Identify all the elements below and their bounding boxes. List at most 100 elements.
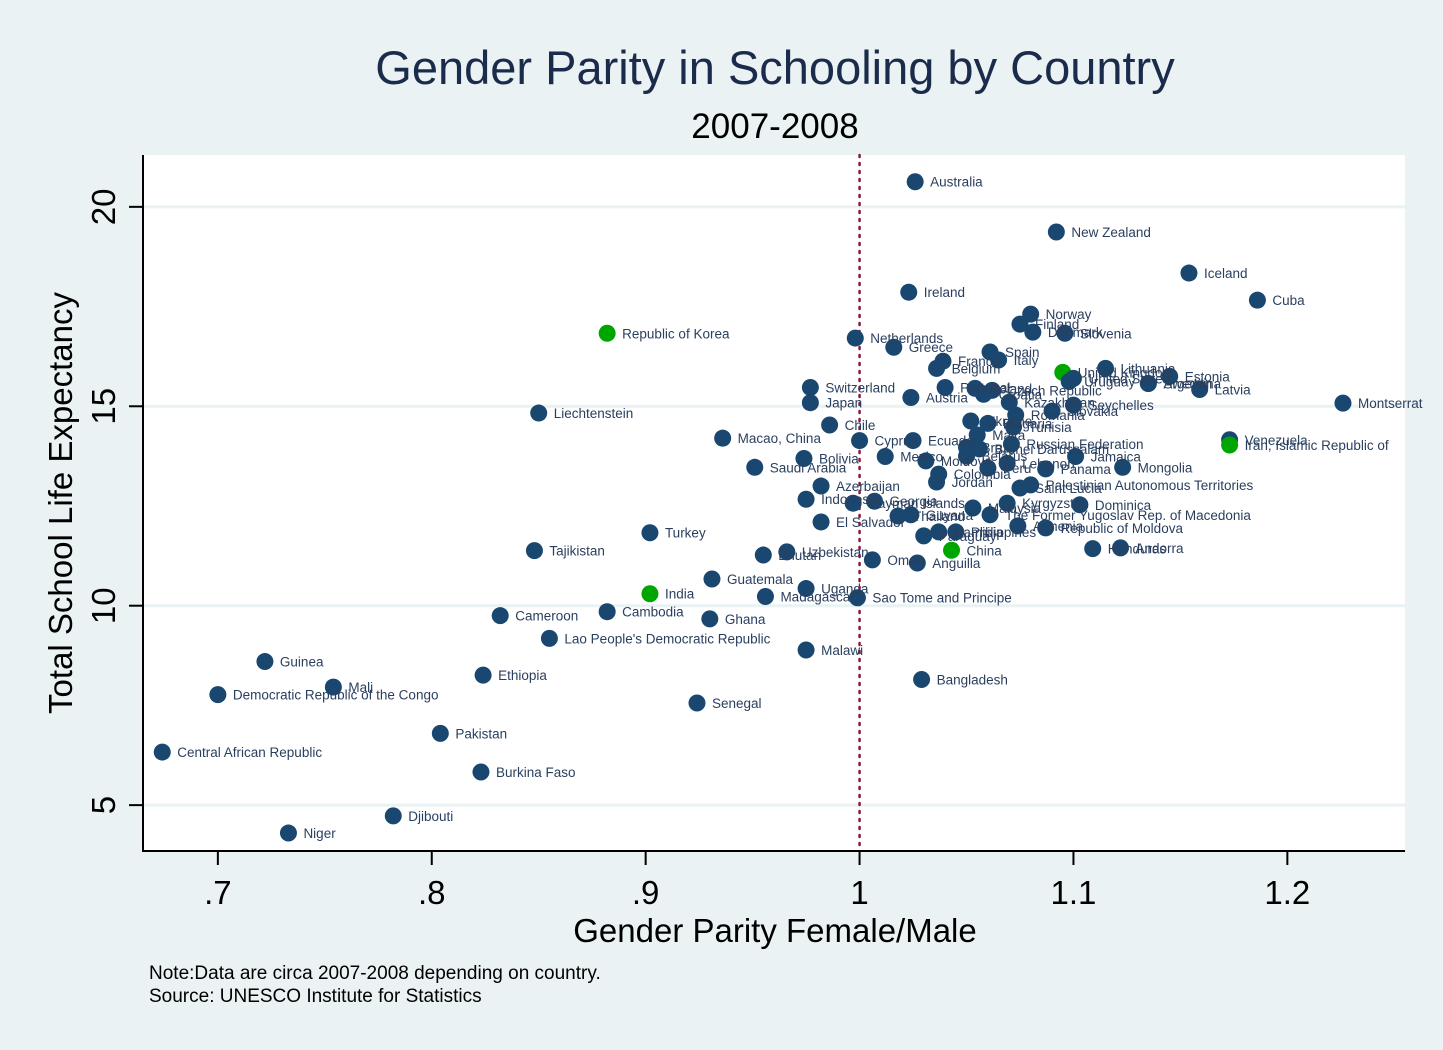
data-label: Bulgaria (1003, 416, 1053, 431)
data-point (915, 527, 933, 545)
x-tick-label: .9 (632, 874, 660, 911)
data-label: Andorra (1136, 541, 1185, 556)
data-point (998, 454, 1016, 472)
data-label: Tunisia (1029, 420, 1073, 435)
data-label: Niger (303, 826, 336, 841)
y-axis-title: Total School Life Expectancy (42, 292, 79, 714)
data-point (958, 447, 976, 465)
data-label: Croatia (999, 387, 1043, 402)
data-point (754, 546, 772, 564)
data-point (979, 459, 997, 477)
data-point (821, 416, 839, 434)
data-point (998, 494, 1016, 512)
data-label: Sao Tome and Principe (872, 591, 1011, 606)
data-point (153, 743, 171, 761)
data-label: Senegal (712, 696, 762, 711)
data-point (1067, 448, 1085, 466)
data-label: Romania (1031, 408, 1086, 423)
data-point (902, 389, 920, 407)
data-label: Peru (1003, 461, 1032, 476)
data-label: Ukraine (986, 414, 1033, 429)
data-label: Mali (348, 680, 373, 695)
data-label: Lithuania (1121, 361, 1176, 376)
data-point (598, 324, 616, 342)
data-label: Ghana (725, 612, 766, 627)
note-text: Note:Data are circa 2007-2008 depending … (149, 963, 601, 984)
data-label: Russian Federation (1026, 437, 1143, 452)
data-point (964, 499, 982, 517)
data-label: Sweden (1163, 377, 1212, 392)
data-point (889, 507, 907, 525)
data-label: France (958, 354, 1000, 369)
data-label: Guinea (280, 655, 324, 670)
data-point (1334, 394, 1352, 412)
data-point (598, 603, 616, 621)
data-point (530, 404, 548, 422)
data-point (917, 452, 935, 470)
data-point (474, 666, 492, 684)
data-label: Netherlands (870, 331, 943, 346)
gridlines (144, 205, 1405, 807)
data-label: Namibia (954, 525, 1004, 540)
data-label: Malaysia (988, 501, 1042, 516)
data-point (797, 490, 815, 508)
data-label: Guyana (926, 508, 974, 523)
data-point (540, 629, 558, 647)
data-label: Turkey (665, 526, 706, 541)
data-point (1180, 264, 1198, 282)
data-point (472, 763, 490, 781)
data-point (947, 523, 965, 541)
data-point (384, 807, 402, 825)
data-label: Oman (887, 553, 924, 568)
data-label: New Zealand (1071, 225, 1151, 240)
data-label: Moldova (941, 454, 993, 469)
data-label: Iceland (1204, 266, 1248, 281)
data-label: Lebanon (1022, 456, 1075, 471)
data-label: Honduras (1108, 542, 1167, 557)
data-label: Guatemala (727, 572, 794, 587)
data-label: Madagascar (780, 590, 855, 605)
data-label: Democratic Republic of the Congo (233, 688, 439, 703)
data-label: Uruguay (1084, 375, 1135, 390)
data-point (1011, 315, 1029, 333)
chart-title: Gender Parity in Schooling by Country (375, 41, 1175, 94)
data-label: Australia (930, 175, 983, 190)
data-point (209, 686, 227, 704)
y-tick-label: 10 (85, 587, 122, 624)
data-label: Georgia (890, 494, 939, 509)
data-point (904, 432, 922, 450)
data-label: Austria (926, 391, 969, 406)
data-label: Palestinian Autonomous Territories (1046, 478, 1254, 493)
data-label: Denmark (1048, 325, 1103, 340)
data-point (778, 543, 796, 561)
data-label: El Salvador (836, 515, 906, 530)
data-label: Mongolia (1138, 460, 1193, 475)
data-label: Kyrgyzstan (1022, 496, 1089, 511)
data-label: Cambodia (622, 605, 684, 620)
data-point (525, 542, 543, 560)
data-point (256, 653, 274, 671)
data-point (846, 329, 864, 347)
data-point (746, 458, 764, 476)
data-point (1002, 435, 1020, 453)
data-point (848, 589, 866, 607)
data-point (795, 450, 813, 468)
data-point (641, 585, 659, 603)
data-label: Slovenia (1080, 326, 1132, 341)
data-points (153, 173, 1352, 842)
data-label: Spain (1005, 345, 1040, 360)
data-label: Cyprus (875, 434, 918, 449)
data-point (1161, 367, 1179, 385)
data-point (943, 541, 961, 559)
data-label: Central African Republic (177, 745, 322, 760)
data-label: Brunei Darussalam (994, 442, 1109, 457)
data-label: Italy (1014, 353, 1039, 368)
data-point (714, 429, 732, 447)
data-point (491, 607, 509, 625)
data-label: Belarus (982, 449, 1028, 464)
data-label: Malawi (821, 643, 863, 658)
data-label: Brazil (982, 440, 1016, 455)
data-point (876, 448, 894, 466)
data-point (1248, 291, 1266, 309)
x-tick-label: 1.2 (1264, 874, 1310, 911)
